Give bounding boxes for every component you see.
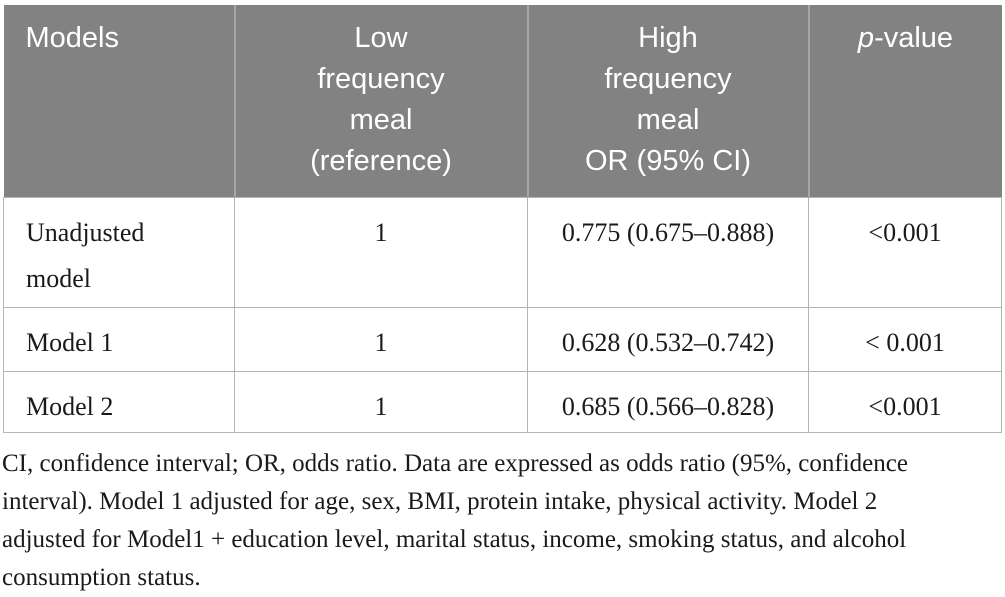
table-header: Models Low frequency meal (reference) Hi…	[3, 5, 1002, 197]
model-name-cell: Unadjusted model	[3, 196, 235, 308]
p-value-cell: <0.001	[808, 370, 1002, 433]
col-header-high-frequency-meal: High frequency meal OR (95% CI)	[526, 5, 809, 197]
table-footnote: CI, confidence interval; OR, odds ratio.…	[2, 449, 908, 591]
header-row: Models Low frequency meal (reference) Hi…	[3, 5, 1002, 197]
p-value-cell: < 0.001	[808, 306, 1002, 372]
p-value-italic-p: p	[857, 22, 875, 54]
low-frequency-cell: 1	[234, 306, 528, 372]
col-header-p-value: p-value	[807, 5, 1002, 197]
high-frequency-or-cell: 0.685 (0.566–0.828)	[527, 370, 809, 433]
high-frequency-or-cell: 0.628 (0.532–0.742)	[527, 306, 809, 372]
table-row-model-1: Model 1 1 0.628 (0.532–0.742) < 0.001	[3, 306, 1002, 372]
model-name-cell: Model 1	[3, 306, 235, 372]
p-value-suffix: -value	[874, 22, 954, 54]
col-header-low-frequency-meal: Low frequency meal (reference)	[233, 5, 528, 197]
low-frequency-cell: 1	[234, 370, 528, 433]
p-value-cell: <0.001	[808, 196, 1002, 308]
low-frequency-cell: 1	[234, 196, 528, 308]
high-frequency-or-cell: 0.775 (0.675–0.888)	[527, 196, 809, 308]
table-body: Unadjusted model 1 0.775 (0.675–0.888) <…	[3, 196, 1002, 433]
model-name-cell: Model 2	[3, 370, 235, 433]
table-container: Models Low frequency meal (reference) Hi…	[3, 5, 1002, 433]
table-row-model-2: Model 2 1 0.685 (0.566–0.828) <0.001	[3, 370, 1002, 433]
table-row-unadjusted-model: Unadjusted model 1 0.775 (0.675–0.888) <…	[3, 196, 1002, 308]
col-header-models: Models	[3, 5, 235, 197]
odds-ratio-table: Models Low frequency meal (reference) Hi…	[3, 5, 1002, 433]
